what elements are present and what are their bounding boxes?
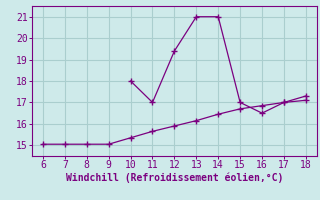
X-axis label: Windchill (Refroidissement éolien,°C): Windchill (Refroidissement éolien,°C): [66, 173, 283, 183]
